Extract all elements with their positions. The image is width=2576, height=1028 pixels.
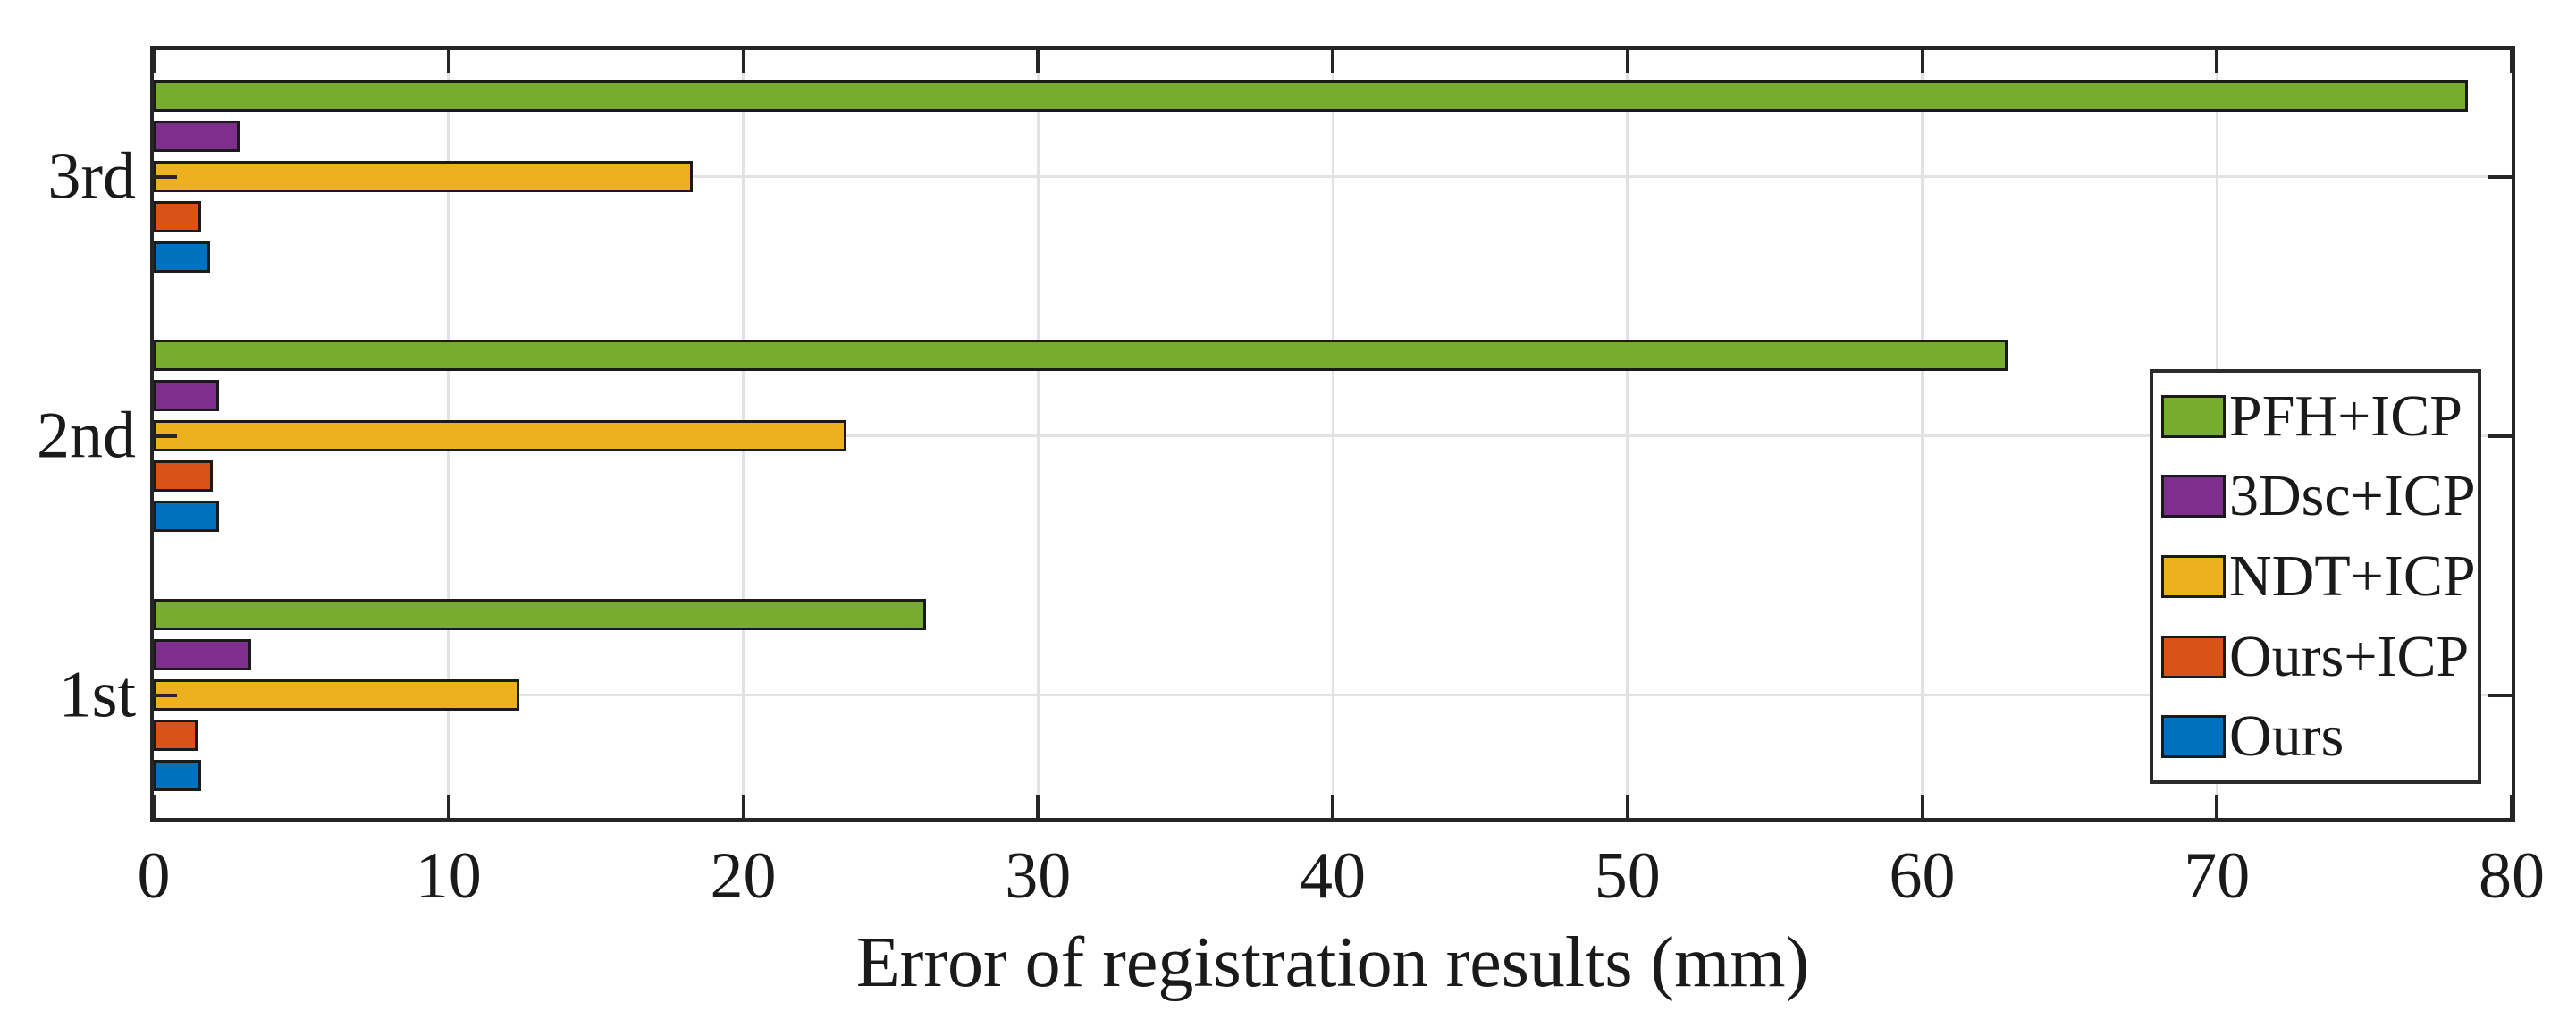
x-tick-top <box>1036 50 1040 73</box>
bar-ours-1st <box>154 760 201 791</box>
legend-label: PFH+ICP <box>2229 383 2463 449</box>
x-tick-bottom <box>1036 795 1040 818</box>
legend-row: PFH+ICP <box>2153 383 2478 451</box>
x-tick-bottom <box>2215 795 2219 818</box>
vertical-gridline <box>1626 50 1629 818</box>
x-tick-top <box>152 50 156 73</box>
y-tick-left <box>154 434 177 438</box>
x-axis-title: Error of registration results (mm) <box>855 923 1810 1002</box>
x-tick-label: 60 <box>1889 839 1956 913</box>
bar-ndt-icp-1st <box>154 679 519 711</box>
vertical-gridline <box>1921 50 1924 818</box>
x-tick-label: 10 <box>415 839 482 913</box>
x-tick-label: 80 <box>2479 839 2545 913</box>
y-axis-category-label: 3rd <box>47 139 136 213</box>
legend-swatch-3dsc-icp <box>2161 475 2226 518</box>
bar-pfh-icp-2nd <box>154 340 2008 371</box>
x-tick-top <box>2510 50 2513 73</box>
legend-swatch-pfh-icp <box>2161 394 2226 438</box>
legend-swatch-ours <box>2161 715 2226 759</box>
bar-ndt-icp-2nd <box>154 420 846 451</box>
x-tick-bottom <box>1920 795 1924 818</box>
legend-label: Ours <box>2229 704 2344 770</box>
y-axis-category-label: 2nd <box>37 399 136 472</box>
legend-swatch-ndt-icp <box>2161 554 2226 598</box>
y-tick-left <box>154 693 177 697</box>
x-tick-top <box>1331 50 1334 73</box>
legend-swatch-ours-icp <box>2161 635 2226 678</box>
horizontal-gridline <box>154 434 2512 437</box>
x-tick-bottom <box>152 795 156 818</box>
bar-3dsc-icp-2nd <box>154 380 219 411</box>
y-tick-right <box>2488 693 2512 697</box>
x-tick-label: 20 <box>710 839 777 913</box>
x-tick-bottom <box>446 795 450 818</box>
bar-ours-icp-2nd <box>154 460 213 492</box>
vertical-gridline <box>1036 50 1040 818</box>
x-tick-top <box>741 50 745 73</box>
legend-row: 3Dsc+ICP <box>2153 462 2478 530</box>
legend-row: Ours+ICP <box>2153 623 2478 691</box>
x-tick-top <box>446 50 450 73</box>
legend-row: NDT+ICP <box>2153 543 2478 611</box>
legend: PFH+ICP 3Dsc+ICP NDT+ICP Ours+ICP Ours <box>2150 369 2481 784</box>
y-tick-left <box>154 174 177 179</box>
bar-3dsc-icp-1st <box>154 639 251 670</box>
y-axis-category-label: 1st <box>58 658 136 731</box>
vertical-gridline <box>1331 50 1334 818</box>
bar-ndt-icp-3rd <box>154 161 693 192</box>
legend-row: Ours <box>2153 703 2478 771</box>
x-tick-label: 40 <box>1300 839 1366 913</box>
legend-label: Ours+ICP <box>2229 623 2470 689</box>
x-tick-top <box>1625 50 1629 73</box>
x-tick-top <box>1920 50 1924 73</box>
bar-3dsc-icp-3rd <box>154 121 240 152</box>
x-tick-label: 50 <box>1594 839 1661 913</box>
x-tick-label: 30 <box>1005 839 1072 913</box>
x-tick-top <box>2215 50 2219 73</box>
legend-label: 3Dsc+ICP <box>2229 463 2476 529</box>
bar-pfh-icp-3rd <box>154 80 2468 112</box>
y-tick-right <box>2488 434 2512 438</box>
legend-label: NDT+ICP <box>2229 543 2476 609</box>
bar-ours-3rd <box>154 241 210 273</box>
x-tick-bottom <box>1331 795 1334 818</box>
x-tick-label: 70 <box>2184 839 2251 913</box>
bar-ours-2nd <box>154 501 219 532</box>
horizontal-gridline <box>154 694 2512 696</box>
x-tick-bottom <box>1625 795 1629 818</box>
x-tick-label: 0 <box>137 839 171 913</box>
bar-pfh-icp-1st <box>154 599 926 630</box>
y-tick-right <box>2488 174 2512 179</box>
horizontal-gridline <box>154 175 2512 178</box>
bar-ours-icp-1st <box>154 720 198 751</box>
bar-ours-icp-3rd <box>154 201 201 232</box>
x-tick-bottom <box>741 795 745 818</box>
x-tick-bottom <box>2510 795 2513 818</box>
